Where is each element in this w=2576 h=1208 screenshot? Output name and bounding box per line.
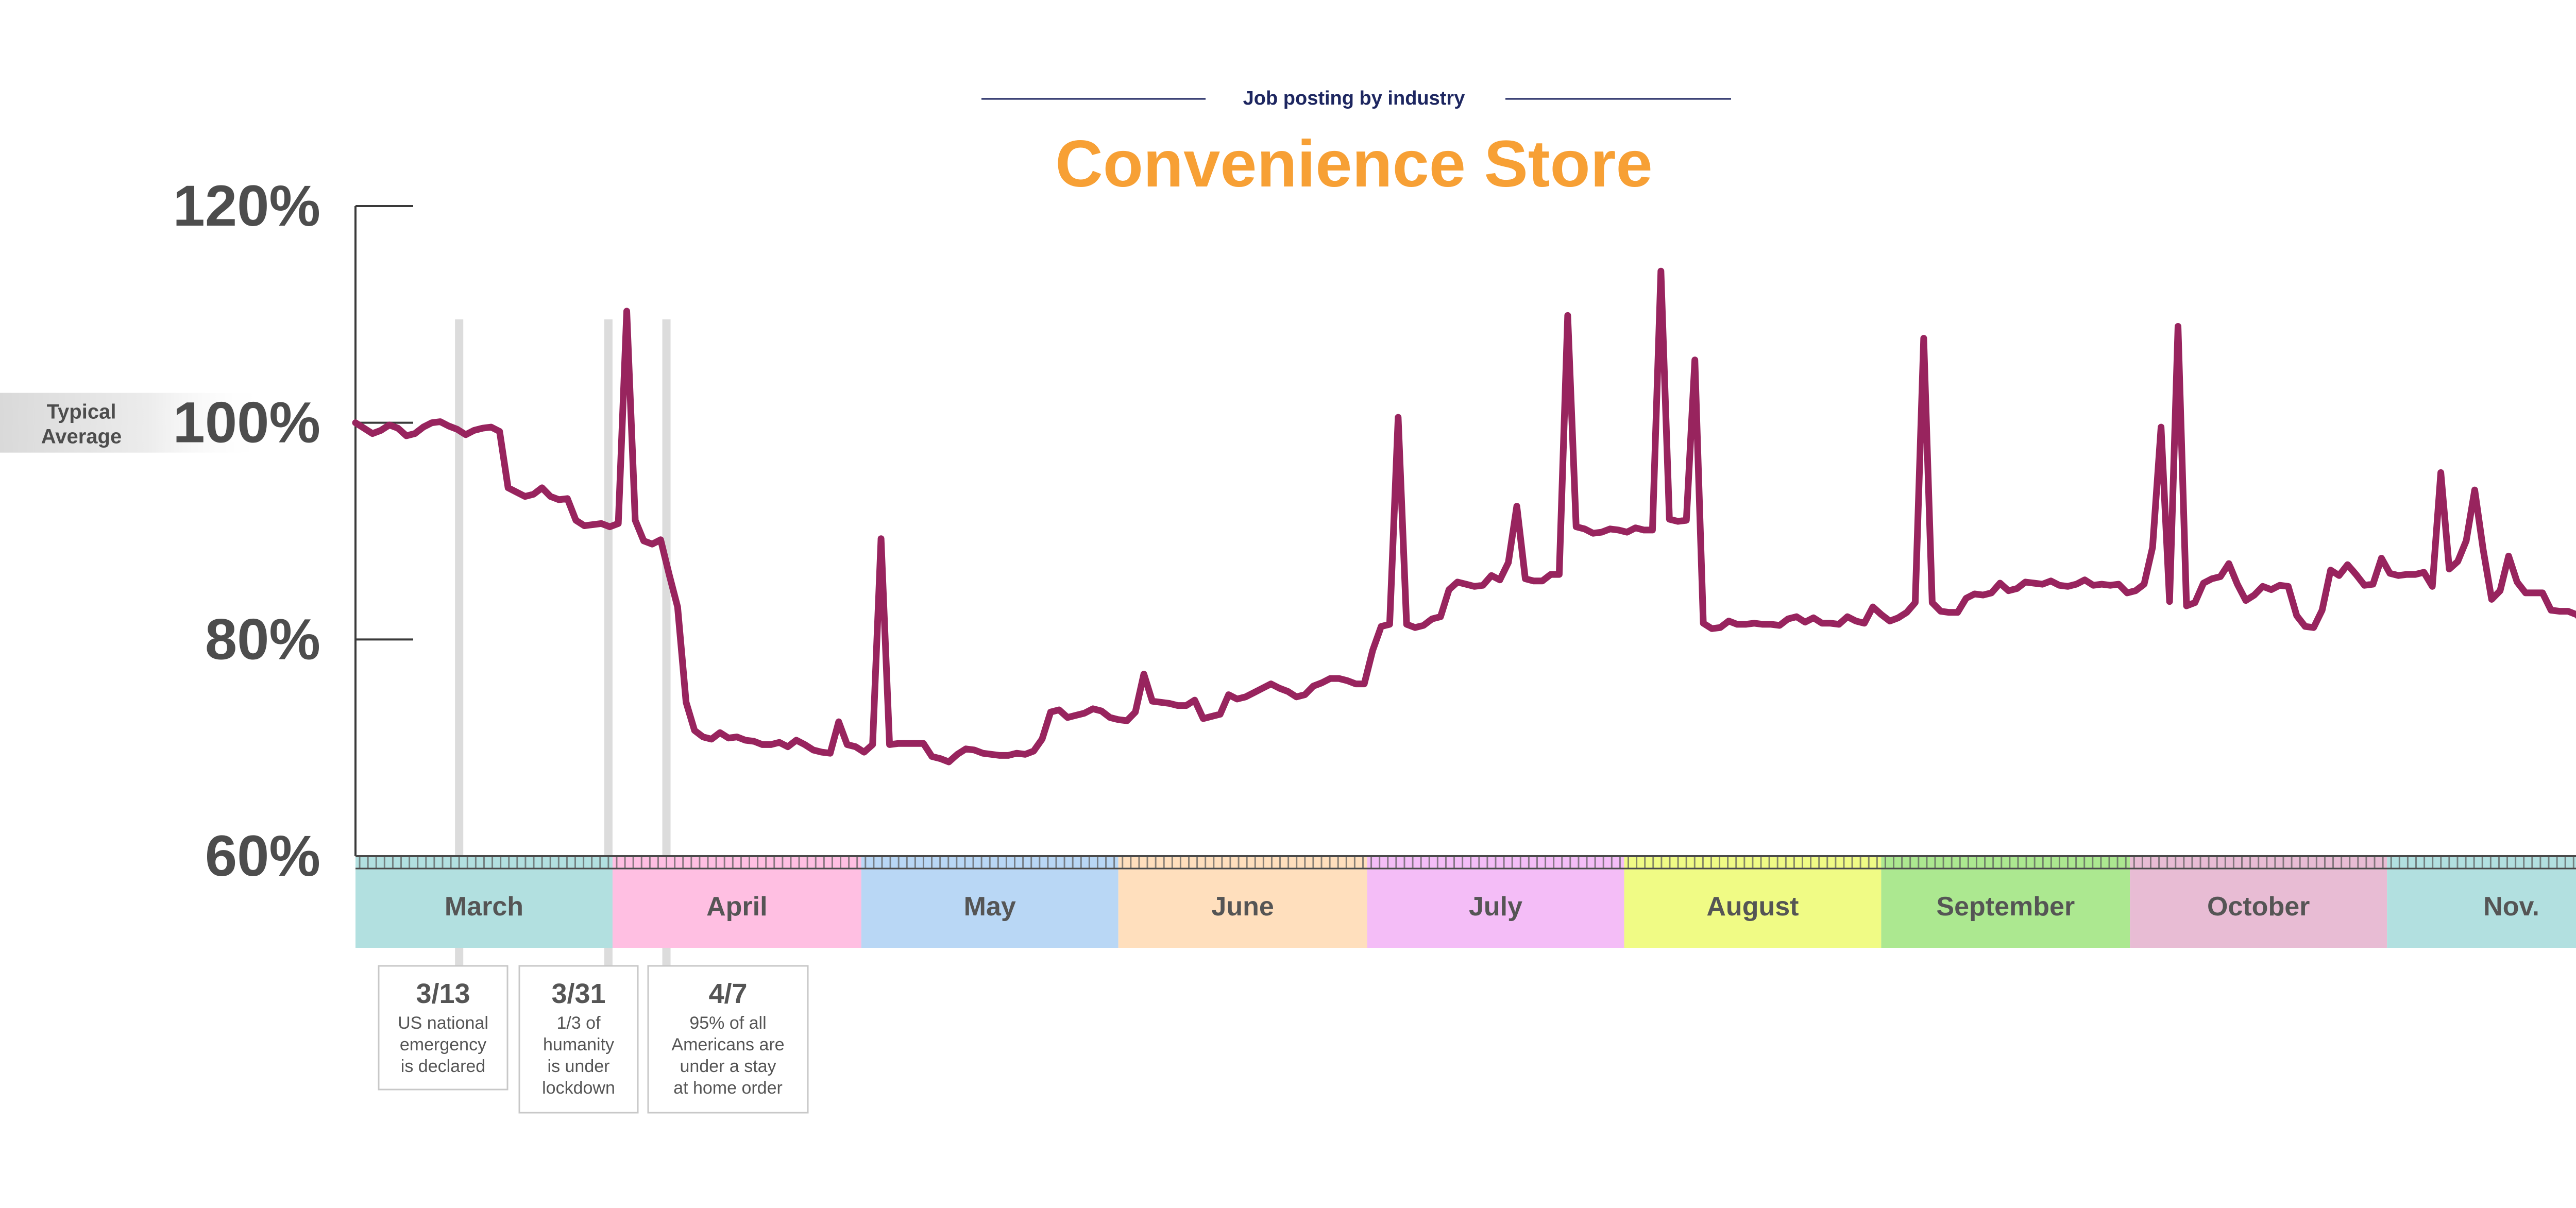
month-block [612, 856, 861, 948]
month-block [355, 856, 613, 948]
event-callout-box [518, 965, 639, 1114]
event-date: 3/31 [551, 978, 605, 1009]
month-label: May [964, 892, 1016, 922]
event-description-line: lockdown [542, 1078, 615, 1098]
y-tick-label: 80% [205, 607, 320, 671]
month-block [2130, 856, 2387, 948]
event-description-line: 1/3 of [556, 1013, 601, 1033]
y-tick-label: 100% [173, 390, 320, 455]
event-description-line: at home order [673, 1078, 783, 1098]
y-tick-label: 60% [205, 824, 320, 888]
typical-average-band [0, 393, 268, 453]
month-block [1881, 856, 2130, 948]
month-block [1624, 856, 1882, 948]
month-block [1367, 856, 1624, 948]
event-description-line: emergency [400, 1035, 486, 1054]
event-date: 4/7 [708, 978, 747, 1009]
event-description-line: US national [398, 1013, 488, 1033]
month-label: September [1936, 892, 2075, 922]
y-axis: 120% 100% 80% 60% [173, 174, 413, 888]
event-callout: 4/7 95% of all Americans are under a stay at… [647, 965, 809, 1114]
month-label: October [2207, 892, 2310, 922]
month-label: Nov. [2483, 892, 2539, 922]
month-label: July [1469, 892, 1522, 922]
y-tick-label: 120% [173, 174, 320, 238]
event-description-line: under a stay [680, 1057, 776, 1076]
event-callout-box [378, 965, 509, 1091]
chart-title: Convenience Store [1055, 127, 1652, 201]
event-description-line: humanity [543, 1035, 614, 1054]
typical-average-label-line2: Average [41, 426, 122, 448]
event-description-line: is under [548, 1057, 610, 1076]
series-group [352, 267, 2576, 765]
typical-average-marker: Typical Average [0, 393, 268, 453]
series-line [352, 267, 2576, 765]
event-callout-box [647, 965, 809, 1114]
month-label: June [1211, 892, 1274, 922]
event-description-line: Americans are [671, 1035, 784, 1054]
month-block [1118, 856, 1367, 948]
month-block [2387, 856, 2576, 948]
event-description-line: is declared [401, 1057, 485, 1076]
month-label: March [445, 892, 523, 922]
event-callout: 3/31 1/3 of humanity is under lockdown [518, 965, 639, 1114]
month-label: August [1706, 892, 1799, 922]
month-band: March April May June July August September Octo… [355, 855, 2576, 948]
event-callout: 3/13 US national emergency is declared [378, 965, 509, 1091]
event-description-line: 95% of all [689, 1013, 766, 1033]
typical-average-label-line1: Typical [47, 401, 116, 423]
chart-subtitle: Job posting by industry [1243, 88, 1465, 109]
month-label: April [706, 892, 767, 922]
event-callouts: 3/13 US national emergency is declared 3/31 1… [378, 965, 809, 1114]
event-date: 3/13 [416, 978, 470, 1009]
month-block [861, 856, 1118, 948]
